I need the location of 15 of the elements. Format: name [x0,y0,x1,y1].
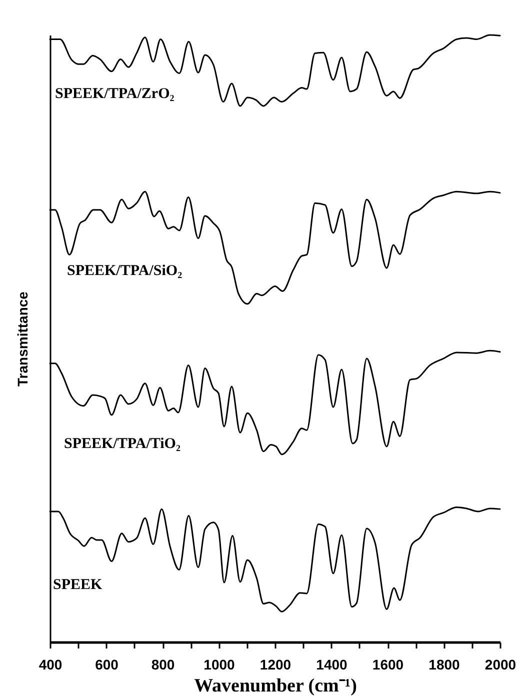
x-tick-label: 800 [151,656,175,672]
series-label: SPEEK/TPA/ZrO₂ [55,86,175,102]
x-tick-label: 1200 [260,656,292,672]
x-tick-label: 1600 [372,656,404,672]
x-tick-label: 1400 [316,656,348,672]
x-tick-label: 1800 [428,656,460,672]
series-label: SPEEK/TPA/SiO₂ [67,263,183,279]
x-tick-label: 2000 [484,656,516,672]
x-tick-label: 400 [38,656,62,672]
y-axis-title: Transmittance [14,291,30,386]
series-label: SPEEK/TPA/TiO₂ [64,436,181,452]
x-axis-title: Wavenumber (cm⁻¹) [194,676,357,696]
x-tick-label: 1000 [204,656,236,672]
series-label: SPEEK [53,577,103,593]
x-tick-label: 600 [95,656,119,672]
